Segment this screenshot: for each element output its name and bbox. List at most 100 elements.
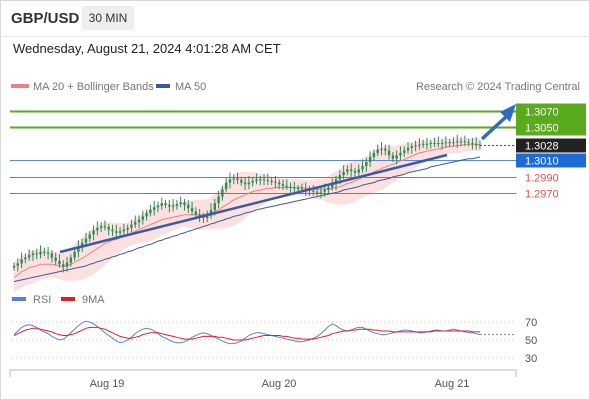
- forecast-arrow-shaft: [480, 113, 510, 141]
- candle-body: [20, 259, 23, 264]
- candle: [43, 247, 46, 256]
- candle: [236, 172, 239, 185]
- candle-body: [384, 148, 387, 151]
- candle-body: [342, 171, 345, 176]
- candle-body: [27, 255, 31, 258]
- rsi-ma-line: [13, 326, 480, 341]
- pivot-label-bg: [516, 153, 586, 168]
- candle-body: [122, 229, 126, 232]
- candle-body: [266, 180, 270, 182]
- candle-body: [338, 175, 342, 180]
- candle-body: [69, 257, 73, 263]
- candle-body: [251, 180, 254, 183]
- candle-body: [331, 184, 334, 188]
- candle: [456, 134, 459, 148]
- candle-body: [134, 222, 137, 225]
- candle-body: [319, 191, 323, 193]
- candle: [403, 146, 406, 158]
- candle: [429, 139, 432, 149]
- resistance-label: 1.3070: [525, 107, 559, 119]
- candle: [126, 224, 129, 235]
- candle: [259, 175, 262, 186]
- candle-body: [467, 142, 470, 144]
- candle-body: [46, 252, 50, 254]
- credit-label: Research © 2024 Trading Central: [416, 81, 580, 93]
- resistance-label-bg: [516, 103, 586, 120]
- candle: [118, 227, 122, 237]
- candle-body: [187, 204, 190, 209]
- candle: [380, 142, 383, 156]
- candle-body: [471, 143, 474, 144]
- candle-body: [65, 262, 69, 267]
- symbol-title: GBP/USD: [11, 10, 80, 27]
- candle: [357, 164, 360, 177]
- candle: [365, 157, 368, 172]
- candle-body: [156, 205, 160, 208]
- candle: [221, 185, 224, 201]
- candle-body: [183, 202, 186, 205]
- legend-rsi-label: RSI: [33, 294, 51, 306]
- candle: [463, 135, 467, 147]
- candle-body: [224, 182, 228, 190]
- candle: [478, 140, 482, 150]
- candle: [194, 207, 198, 219]
- candle-body: [478, 144, 482, 146]
- candle: [372, 149, 376, 162]
- candle: [255, 173, 258, 185]
- candle: [16, 258, 19, 272]
- candle: [440, 138, 444, 150]
- current-price-label-bg: [516, 138, 586, 153]
- legend-ma20-label: MA 20 + Bollinger Bands: [33, 81, 154, 93]
- candle: [315, 188, 319, 196]
- candle-body: [107, 227, 110, 230]
- candle: [65, 256, 69, 272]
- support-label: 1.2990: [525, 173, 559, 185]
- candle-body: [62, 264, 65, 267]
- candle-body: [285, 185, 288, 187]
- candle-body: [236, 178, 239, 181]
- candle: [349, 163, 353, 177]
- candle: [418, 138, 421, 150]
- ma50-line: [13, 156, 481, 282]
- timeframe-badge[interactable]: 30 MIN: [82, 6, 134, 30]
- candle: [175, 199, 179, 210]
- legend-rsi-swatch: [12, 297, 26, 301]
- candle: [152, 200, 156, 216]
- candle-body: [130, 224, 133, 228]
- candle-body: [433, 143, 436, 144]
- candle: [12, 262, 16, 271]
- candle-body: [88, 234, 91, 239]
- candle: [179, 196, 182, 208]
- candle: [209, 203, 213, 219]
- candle: [467, 138, 470, 147]
- candle-body: [387, 150, 391, 156]
- candle: [27, 249, 31, 261]
- candle-body: [221, 189, 224, 197]
- legend-9ma-swatch: [61, 297, 75, 301]
- candle-body: [217, 196, 220, 204]
- x-tick-label: Aug 19: [90, 378, 125, 390]
- candle: [232, 174, 235, 185]
- candle: [459, 137, 463, 147]
- candle-body: [149, 209, 152, 214]
- candle-body: [92, 230, 95, 235]
- candle: [281, 179, 285, 190]
- candle-body: [463, 141, 467, 143]
- candle-body: [164, 203, 167, 205]
- candle: [46, 246, 50, 260]
- pivot-label: 1.3010: [525, 156, 559, 168]
- candle: [274, 175, 277, 189]
- candle: [414, 140, 417, 152]
- candle-body: [209, 209, 213, 216]
- candle: [58, 254, 61, 268]
- candle: [262, 174, 266, 186]
- candle-body: [190, 208, 194, 212]
- candle-body: [50, 253, 54, 258]
- candle: [156, 201, 160, 213]
- forecast-arrow-head: [500, 104, 516, 122]
- candle-body: [270, 180, 273, 182]
- candle-body: [35, 253, 38, 255]
- candle-body: [368, 157, 372, 162]
- candle: [266, 173, 270, 186]
- candle-body: [24, 257, 27, 260]
